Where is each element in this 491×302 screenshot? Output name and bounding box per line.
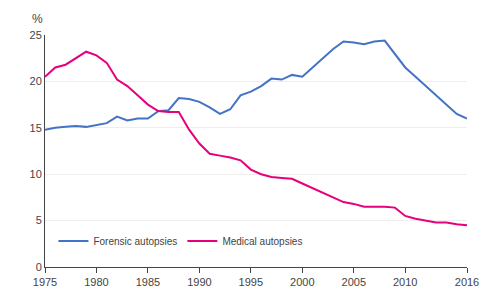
svg-text:2000: 2000 bbox=[290, 276, 314, 288]
svg-text:1995: 1995 bbox=[239, 276, 263, 288]
svg-text:5: 5 bbox=[36, 214, 42, 226]
svg-text:1990: 1990 bbox=[187, 276, 211, 288]
svg-text:20: 20 bbox=[30, 75, 42, 87]
svg-text:Medical autopsies: Medical autopsies bbox=[222, 236, 302, 247]
svg-text:1985: 1985 bbox=[136, 276, 160, 288]
svg-text:0: 0 bbox=[36, 261, 42, 273]
svg-text:%: % bbox=[32, 12, 43, 26]
svg-text:1975: 1975 bbox=[33, 276, 57, 288]
svg-text:2010: 2010 bbox=[393, 276, 417, 288]
svg-text:2016: 2016 bbox=[455, 276, 479, 288]
svg-text:25: 25 bbox=[30, 29, 42, 41]
svg-text:Forensic autopsies: Forensic autopsies bbox=[93, 236, 177, 247]
svg-text:10: 10 bbox=[30, 168, 42, 180]
svg-text:15: 15 bbox=[30, 122, 42, 134]
svg-text:2005: 2005 bbox=[342, 276, 366, 288]
svg-text:1980: 1980 bbox=[84, 276, 108, 288]
